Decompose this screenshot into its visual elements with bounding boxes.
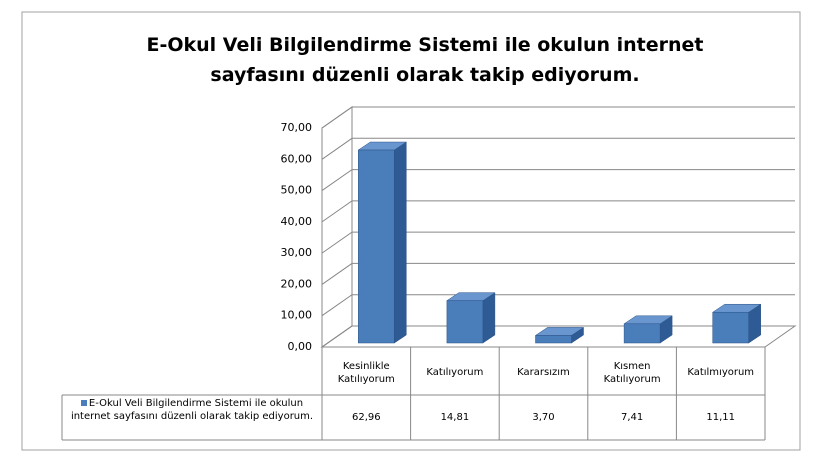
grid-line	[321, 137, 795, 160]
y-tick-label: 40,00	[281, 215, 313, 228]
y-tick-label: 30,00	[281, 246, 313, 259]
legend-label: E-Okul Veli Bilgilendirme Sistemi ile ok…	[70, 398, 314, 422]
y-tick-label: 0,00	[288, 340, 313, 353]
data-label: 11,11	[706, 412, 735, 423]
bar	[535, 335, 572, 344]
grid-line	[321, 262, 795, 285]
bar	[358, 149, 395, 344]
legend-entry: E-Okul Veli Bilgilendirme Sistemi ile ok…	[62, 395, 322, 440]
grid-line	[321, 169, 795, 191]
legend-swatch	[80, 400, 87, 406]
grid-line	[321, 106, 795, 129]
x-tick-label: Kararsızım	[517, 367, 570, 378]
chart-title: E-Okul Veli Bilgilendirme Sistemi ile ok…	[146, 34, 703, 86]
grid-line	[321, 231, 795, 254]
bar-side	[394, 141, 407, 344]
bar	[446, 300, 484, 344]
y-tick-label: 60,00	[281, 152, 313, 165]
grid-line	[321, 200, 795, 223]
x-tick-label: Katılıyorum	[426, 367, 484, 378]
bar	[623, 323, 661, 344]
bar-side	[482, 292, 496, 344]
y-tick-label: 70,00	[281, 121, 313, 134]
bar	[712, 311, 749, 344]
x-tick-label: Kısmen Katılıyorum	[603, 360, 661, 385]
data-label: 14,81	[440, 412, 470, 423]
y-tick-label: 10,00	[281, 309, 313, 322]
x-tick-label: Kesinlikle Katılıyorum	[337, 360, 395, 385]
y-tick-label: 20,00	[281, 277, 313, 290]
data-label: 7,41	[620, 412, 644, 423]
y-tick-label: 50,00	[281, 184, 313, 197]
x-tick-label: Katılmıyorum	[687, 367, 755, 378]
data-label: 3,70	[532, 412, 555, 423]
grid-line	[321, 294, 795, 317]
data-label: 62,96	[351, 412, 381, 423]
